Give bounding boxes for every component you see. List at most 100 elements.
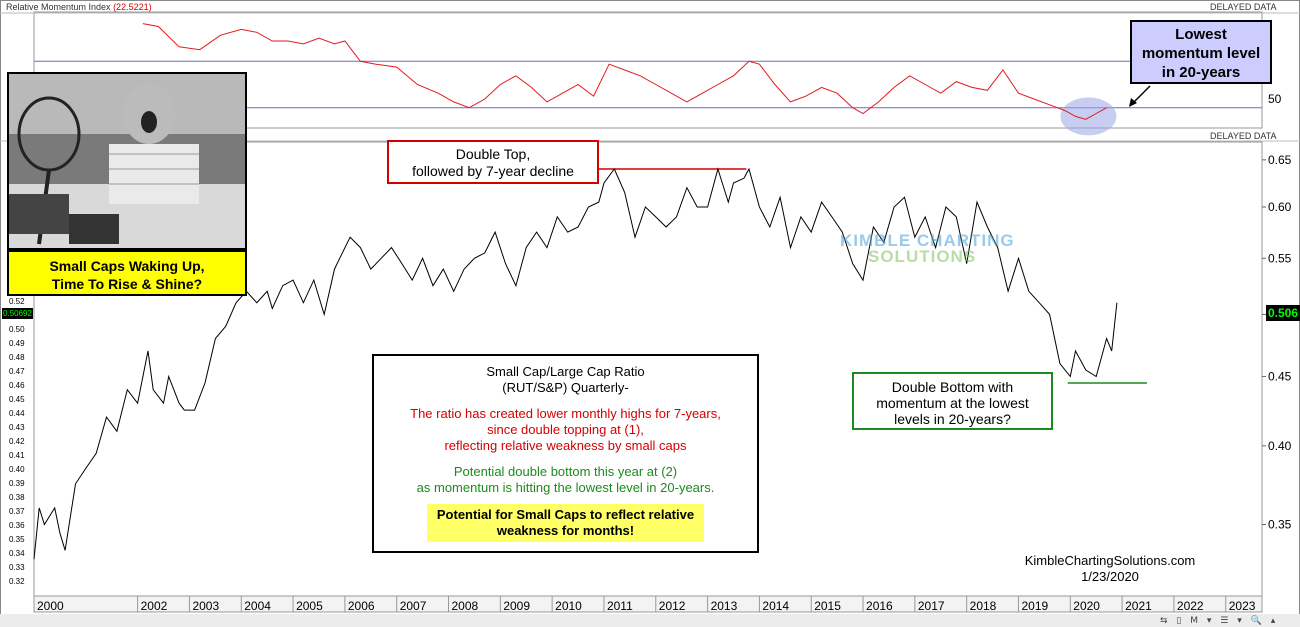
double-bottom-line-3: levels in 20-years? (894, 411, 1011, 427)
info-highlight: Potential for Small Caps to reflect rela… (426, 504, 705, 542)
left-tick-label: 0.37 (9, 507, 25, 516)
watermark-logo: KIMBLE CHARTING SOLUTIONS (840, 231, 1015, 266)
last-value-badge-left: 0.50692 (2, 308, 33, 319)
x-tick-label: 2011 (607, 599, 633, 613)
chevron-up-icon[interactable]: ▴ (1270, 616, 1276, 626)
double-bottom-line-2: momentum at the lowest (876, 395, 1029, 411)
footer-controls[interactable]: ⇆ ▯ M ▾ ☰ ▾ 🔍 ▴ (1160, 616, 1281, 626)
x-tick-label: 2000 (37, 599, 64, 613)
menu-icon[interactable]: ☰ (1220, 616, 1229, 626)
left-tick-label: 0.52 (9, 297, 25, 306)
left-tick-label: 0.42 (9, 437, 25, 446)
x-tick-label: 2021 (1125, 599, 1152, 613)
x-tick-label: 2019 (1021, 599, 1048, 613)
left-tick-label: 0.32 (9, 577, 25, 586)
lowest-momentum-line-2: momentum level (1141, 45, 1261, 62)
credit-site: KimbleChartingSolutions.com (1024, 553, 1196, 568)
double-top-callout: Double Top, followed by 7-year decline (387, 140, 599, 184)
left-tick-label: 0.40 (9, 465, 25, 474)
ratio-series-line (33, 167, 1118, 560)
x-tick-label: 2016 (866, 599, 893, 613)
double-top-line-2: followed by 7-year decline (412, 163, 574, 179)
left-tick-label: 0.45 (9, 395, 25, 404)
x-tick-label: 2013 (711, 599, 738, 613)
info-red-3: reflecting relative weakness by small ca… (444, 438, 687, 453)
left-tick-label: 0.50 (9, 325, 25, 334)
delayed-data-label-main: DELAYED DATA (1210, 131, 1277, 141)
zoom-icon[interactable]: 🔍 (1250, 616, 1262, 626)
info-heading-2: (RUT/S&P) Quarterly- (502, 380, 629, 395)
left-tick-label: 0.43 (9, 423, 25, 432)
info-green-1: Potential double bottom this year at (2) (453, 464, 678, 479)
x-tick-label: 2014 (762, 599, 789, 613)
x-tick-label: 2018 (970, 599, 997, 613)
x-tick-label: 2017 (918, 599, 945, 613)
x-tick-label: 2022 (1177, 599, 1204, 613)
double-bottom-callout: Double Bottom with momentum at the lowes… (852, 372, 1053, 430)
credit-text: KimbleChartingSolutions.com 1/23/2020 (1000, 553, 1220, 585)
x-tick-label: 2012 (659, 599, 686, 613)
left-tick-label: 0.49 (9, 339, 25, 348)
x-tick-label: 2010 (555, 599, 582, 613)
left-tick-label: 0.47 (9, 367, 25, 376)
left-tick-label: 0.44 (9, 409, 25, 418)
x-tick-label: 2009 (503, 599, 530, 613)
scrollbar-track (0, 614, 1300, 627)
panel-icon[interactable]: ▯ (1176, 616, 1182, 626)
info-highlight-1: Potential for Small Caps to reflect rela… (436, 507, 695, 522)
x-tick-label: 2002 (141, 599, 168, 613)
kid-waking-photo (7, 72, 247, 250)
x-tick-label: 2020 (1073, 599, 1100, 613)
momentum-tick-label: 50 (1268, 92, 1282, 106)
period-button[interactable]: M (1190, 616, 1199, 626)
photo-illustration (9, 74, 245, 248)
x-tick-label: 2005 (296, 599, 323, 613)
left-tick-label: 0.41 (9, 451, 25, 460)
x-tick-label: 2023 (1229, 599, 1256, 613)
last-value-badge: 0.506 (1266, 305, 1300, 321)
info-box: Small Cap/Large Cap Ratio (RUT/S&P) Quar… (372, 354, 759, 553)
caption-line-1: Small Caps Waking Up, (49, 258, 205, 274)
info-highlight-2: weakness for months! (496, 523, 635, 538)
scroll-icon[interactable]: ⇆ (1160, 616, 1168, 626)
left-tick-label: 0.36 (9, 521, 25, 530)
momentum-panel-title: Relative Momentum Index (22.5221) (6, 2, 152, 12)
x-tick-label: 2006 (348, 599, 375, 613)
left-tick-label: 0.33 (9, 563, 25, 572)
price-tick-label: 0.40 (1268, 439, 1292, 453)
credit-date: 1/23/2020 (1081, 569, 1139, 584)
x-tick-label: 2015 (814, 599, 841, 613)
lowest-momentum-line-3: in 20-years (1161, 64, 1241, 81)
x-tick-label: 2007 (400, 599, 427, 613)
price-tick-label: 0.65 (1268, 153, 1292, 167)
double-top-line-1: Double Top, (455, 146, 531, 162)
x-tick-label: 2008 (452, 599, 479, 613)
info-green-2: as momentum is hitting the lowest level … (416, 480, 715, 495)
left-tick-label: 0.48 (9, 353, 25, 362)
delayed-data-label-top: DELAYED DATA (1210, 2, 1277, 12)
chevron-down-icon[interactable]: ▾ (1237, 616, 1242, 626)
info-heading-1: Small Cap/Large Cap Ratio (486, 364, 645, 379)
lowest-momentum-arrow (1132, 85, 1151, 104)
price-tick-label: 0.45 (1268, 369, 1292, 383)
left-tick-label: 0.46 (9, 381, 25, 390)
lowest-momentum-line-1: Lowest (1175, 26, 1227, 43)
price-tick-label: 0.60 (1268, 200, 1292, 214)
left-tick-label: 0.34 (9, 549, 25, 558)
lowest-momentum-highlight (1060, 97, 1117, 136)
x-tick-label: 2003 (192, 599, 219, 613)
lowest-momentum-callout: Lowest momentum level in 20-years (1130, 20, 1272, 84)
info-red-1: The ratio has created lower monthly high… (410, 406, 721, 421)
x-tick-label: 2004 (244, 599, 271, 613)
price-tick-label: 0.35 (1268, 518, 1292, 532)
info-red-2: since double topping at (1), (487, 422, 644, 437)
left-tick-label: 0.39 (9, 479, 25, 488)
caption-line-2: Time To Rise & Shine? (51, 276, 203, 292)
chevron-down-icon[interactable]: ▾ (1206, 616, 1212, 626)
double-bottom-line-1: Double Bottom with (891, 379, 1014, 395)
price-tick-label: 0.55 (1268, 251, 1292, 265)
left-tick-label: 0.35 (9, 535, 25, 544)
caption-box: Small Caps Waking Up, Time To Rise & Shi… (7, 250, 247, 296)
lowest-momentum-arrowhead (1129, 98, 1137, 107)
left-tick-label: 0.38 (9, 493, 25, 502)
